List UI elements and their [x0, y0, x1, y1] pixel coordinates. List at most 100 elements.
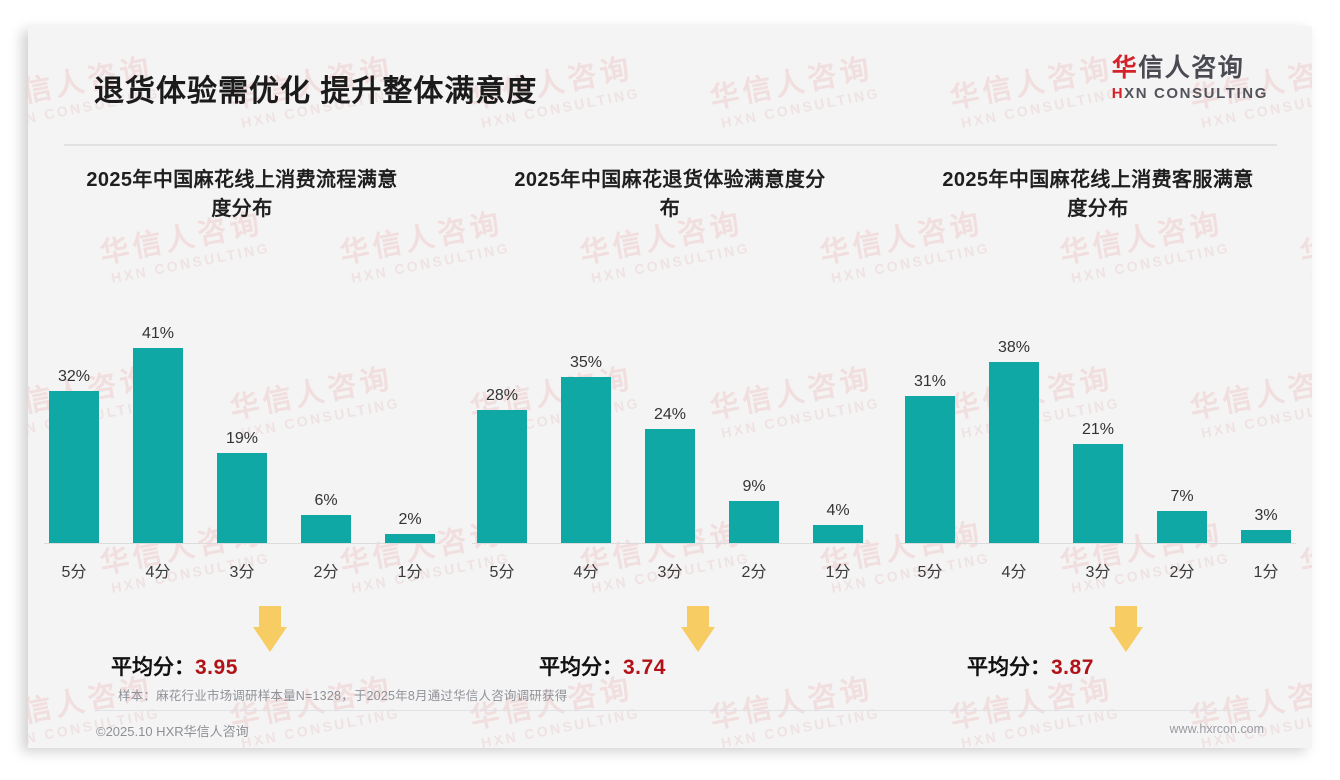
bar-value-label: 3%: [1254, 506, 1278, 524]
slide-header: 退货体验需优化 提升整体满意度 华信人咨询 HXN CONSULTING: [28, 26, 1312, 118]
bar-rect[interactable]: [905, 395, 955, 544]
bar-value-label: 21%: [1081, 420, 1115, 438]
bar-group: 28% 35% 24% 9% 4%: [472, 274, 868, 544]
bar-column[interactable]: 24%: [640, 274, 700, 544]
bar-column[interactable]: 2%: [380, 274, 440, 544]
arrow-down-icon: [681, 606, 715, 654]
bar-rect[interactable]: [1241, 529, 1291, 544]
bar-value-label: 19%: [225, 430, 259, 448]
logo-chinese-rest: 信人咨询: [1138, 54, 1245, 82]
footer-divider: [96, 710, 1256, 711]
average-score-prefix: 平均分：: [967, 656, 1051, 679]
bar-column[interactable]: 7%: [1152, 274, 1212, 544]
average-score-value: 3.74: [623, 656, 666, 679]
arrow-down-icon: [253, 606, 287, 654]
x-axis-tick-labels: 5分 4分 3分 2分 1分: [472, 558, 868, 582]
footnote: 样本：麻花行业市场调研样本量N=1328，于2025年8月通过华信人咨询调研获得: [118, 689, 568, 703]
chart-title: 2025年中国麻花线上消费客服满意度分布: [942, 169, 1254, 220]
charts-row: 2025年中国麻花线上消费流程满意度分布 32% 41% 19% 6% 2% 5分 4分 3分 2…: [28, 166, 1312, 686]
bar-column[interactable]: 19%: [212, 274, 272, 544]
average-score-prefix: 平均分：: [539, 656, 623, 679]
bar-column[interactable]: 38%: [984, 274, 1044, 544]
bar-rect[interactable]: [385, 534, 435, 544]
bar-rect[interactable]: [477, 410, 527, 544]
logo-english-rest: XN CONSULTING: [1124, 84, 1268, 102]
bar-column[interactable]: 21%: [1068, 274, 1128, 544]
bar-column[interactable]: 32%: [44, 274, 104, 544]
bar-rect[interactable]: [645, 429, 695, 544]
average-score-prefix: 平均分：: [111, 656, 195, 679]
average-callout: 平均分：3.87: [933, 606, 1263, 686]
bar-value-label: 2%: [398, 511, 422, 529]
bar-value-label: 24%: [653, 406, 687, 424]
website-text: www.hxrcon.com: [1169, 722, 1264, 736]
chart-panel-3: 2025年中国麻花线上消费客服满意度分布 31% 38% 21% 7% 3% 5分 4分 3分 2…: [884, 166, 1312, 686]
bar-rect[interactable]: [561, 376, 611, 544]
logo-chinese-highlight: 华: [1111, 54, 1139, 82]
bar-group: 31% 38% 21% 7% 3%: [900, 274, 1296, 544]
bar-column[interactable]: 28%: [472, 274, 532, 544]
arrow-head: [253, 627, 287, 652]
slide-canvas: 华信人咨询 HXN CONSULTING 华信人咨询 HXN CONSULTING 华信…: [28, 26, 1312, 748]
bar-rect[interactable]: [1157, 510, 1207, 544]
bar-rect[interactable]: [301, 515, 351, 544]
brand-logo: 华信人咨询 HXN CONSULTING: [1112, 54, 1268, 102]
bar-column[interactable]: 41%: [128, 274, 188, 544]
x-axis-tick-labels: 5分 4分 3分 2分 1分: [44, 558, 440, 582]
logo-english: HXN CONSULTING: [1112, 85, 1268, 102]
bar-rect[interactable]: [133, 348, 183, 544]
bar-value-label: 28%: [485, 387, 519, 405]
x-axis-tick-label: 1分: [397, 564, 423, 581]
x-axis-tick-labels: 5分 4分 3分 2分 1分: [900, 558, 1296, 582]
bar-column[interactable]: 35%: [556, 274, 616, 544]
arrow-shaft: [1115, 606, 1137, 628]
bar-value-label: 32%: [57, 368, 91, 386]
bar-rect[interactable]: [49, 391, 99, 544]
bar-value-label: 31%: [913, 372, 947, 390]
x-axis-tick-label: 2分: [1169, 564, 1195, 581]
bar-column[interactable]: 4%: [808, 274, 868, 544]
bar-value-label: 9%: [742, 478, 766, 495]
x-axis-tick-label: 4分: [573, 564, 599, 581]
x-axis-tick-label: 1分: [1253, 564, 1279, 581]
average-score-text: 平均分：3.95: [111, 651, 238, 681]
bar-column[interactable]: 9%: [724, 274, 784, 544]
bar-value-label: 4%: [826, 501, 850, 519]
x-axis-tick-label: 5分: [917, 564, 943, 581]
bar-group: 32% 41% 19% 6% 2%: [44, 274, 440, 544]
bar-rect[interactable]: [989, 362, 1039, 544]
chart-plot-area: 32% 41% 19% 6% 2%: [42, 254, 442, 544]
x-axis-tick-label: 1分: [825, 564, 851, 581]
page-title: 退货体验需优化 提升整体满意度: [94, 75, 538, 108]
arrow-head: [1109, 627, 1143, 652]
chart-panel-2: 2025年中国麻花退货体验满意度分布 28% 35% 24% 9% 4% 5分 4分 3分 2分 1…: [456, 166, 884, 686]
x-axis-line: [900, 543, 1296, 544]
arrow-head: [681, 627, 715, 652]
bar-value-label: 7%: [1170, 487, 1194, 505]
x-axis-line: [472, 543, 868, 544]
bar-rect[interactable]: [1073, 443, 1123, 544]
x-axis-tick-label: 5分: [61, 564, 87, 581]
x-axis-tick-label: 3分: [1085, 564, 1111, 581]
chart-title: 2025年中国麻花退货体验满意度分布: [514, 169, 826, 220]
x-axis-line: [44, 543, 440, 544]
bar-value-label: 6%: [314, 492, 338, 510]
bar-rect[interactable]: [813, 524, 863, 544]
x-axis-tick-label: 2分: [741, 564, 767, 581]
chart-plot-area: 28% 35% 24% 9% 4%: [470, 254, 870, 544]
header-divider: [64, 144, 1277, 146]
average-callout: 平均分：3.74: [505, 606, 835, 686]
average-score-value: 3.87: [1051, 656, 1094, 679]
arrow-shaft: [687, 606, 709, 628]
slide-footer: ©2025.10 HXR华信人咨询 www.hxrcon.com: [28, 718, 1312, 748]
bar-column[interactable]: 6%: [296, 274, 356, 544]
bar-column[interactable]: 3%: [1236, 274, 1296, 544]
bar-rect[interactable]: [217, 453, 267, 544]
x-axis-tick-label: 3分: [657, 564, 683, 581]
average-score-value: 3.95: [195, 656, 238, 679]
logo-chinese: 华信人咨询: [1112, 54, 1268, 83]
arrow-shaft: [259, 606, 281, 628]
bar-value-label: 41%: [141, 325, 175, 343]
bar-column[interactable]: 31%: [900, 274, 960, 544]
bar-rect[interactable]: [729, 501, 779, 544]
